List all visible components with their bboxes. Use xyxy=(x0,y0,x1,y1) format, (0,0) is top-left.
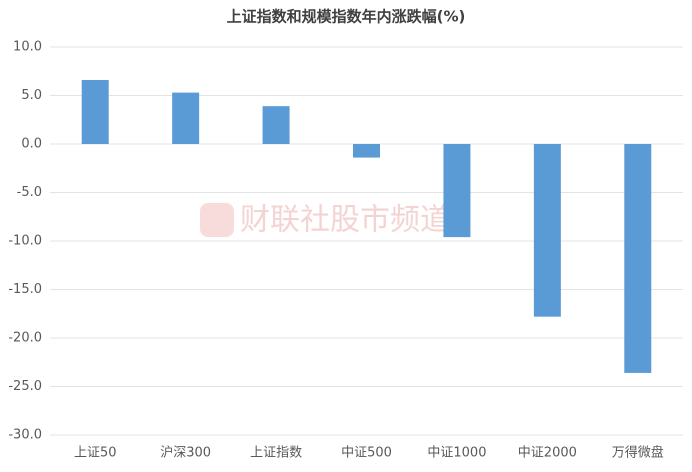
x-tick-label: 上证指数 xyxy=(250,446,302,461)
watermark-logo xyxy=(200,203,234,237)
bar xyxy=(443,144,471,238)
bar xyxy=(262,106,290,144)
x-tick-label: 万得微盘 xyxy=(612,445,664,461)
y-tick-label: -20.0 xyxy=(8,331,42,346)
x-tick-label: 中证1000 xyxy=(427,446,486,461)
y-tick-label: 0.0 xyxy=(21,137,42,152)
grid xyxy=(50,46,683,436)
y-tick-label: -30.0 xyxy=(8,428,42,443)
chart-title: 上证指数和规模指数年内涨跌幅(%) xyxy=(227,8,466,26)
x-tick-label: 上证50 xyxy=(74,446,117,461)
y-tick-label: 5.0 xyxy=(21,88,42,103)
y-tick-label: -5.0 xyxy=(17,185,42,200)
bar xyxy=(353,144,380,158)
bar xyxy=(172,92,200,144)
x-tick-label: 中证2000 xyxy=(518,446,577,461)
y-tick-label: -25.0 xyxy=(8,379,42,394)
y-tick-label: -15.0 xyxy=(8,282,42,297)
x-tick-label: 中证500 xyxy=(341,446,392,461)
watermark: 财联社股市频道 xyxy=(240,203,450,238)
bar xyxy=(533,144,561,317)
y-tick-label: 10.0 xyxy=(13,40,42,55)
bar xyxy=(624,144,652,373)
y-tick-label: -10.0 xyxy=(8,234,42,249)
bar xyxy=(81,79,109,144)
x-tick-label: 沪深300 xyxy=(160,445,211,461)
